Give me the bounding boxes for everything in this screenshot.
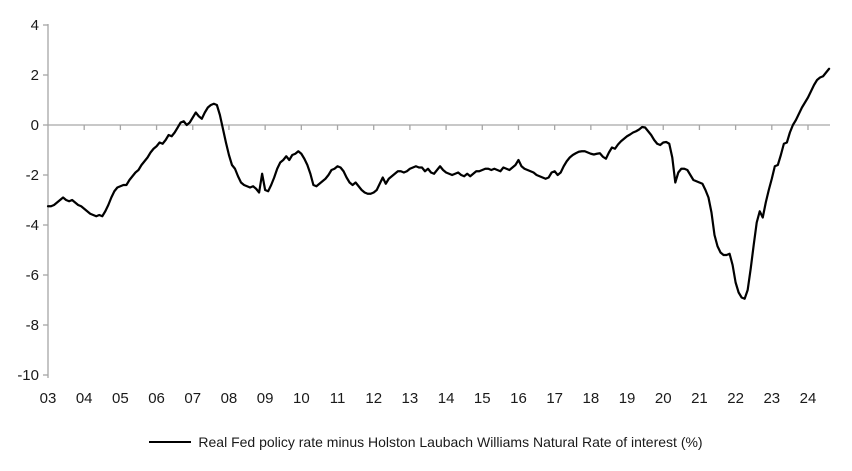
x-tick-label: 24 — [800, 390, 817, 407]
x-tick-label: 08 — [221, 390, 238, 407]
x-tick-label: 09 — [257, 390, 274, 407]
x-tick-label: 15 — [474, 390, 491, 407]
y-tick-label: -10 — [17, 367, 39, 384]
x-tick-label: 16 — [510, 390, 527, 407]
x-tick-label: 22 — [727, 390, 744, 407]
y-tick-label: 2 — [31, 67, 39, 84]
chart-legend: Real Fed policy rate minus Holston Lauba… — [0, 431, 852, 453]
x-tick-label: 17 — [546, 390, 563, 407]
x-tick-label: 11 — [330, 390, 346, 407]
y-tick-label: -4 — [26, 217, 39, 234]
x-tick-label: 05 — [112, 390, 129, 407]
y-tick-label: -8 — [26, 317, 39, 334]
y-tick-label: -6 — [26, 267, 39, 284]
x-tick-label: 10 — [293, 390, 310, 407]
x-tick-label: 13 — [402, 390, 419, 407]
y-tick-label: -2 — [26, 167, 39, 184]
x-tick-label: 23 — [763, 390, 780, 407]
x-tick-label: 06 — [148, 390, 165, 407]
series-line — [46, 67, 831, 300]
legend-label: Real Fed policy rate minus Holston Lauba… — [198, 434, 703, 450]
y-tick-label: 4 — [31, 17, 39, 34]
x-tick-label: 18 — [583, 390, 600, 407]
x-tick-label: 03 — [40, 390, 57, 407]
x-tick-label: 21 — [691, 390, 708, 407]
y-tick-label: 0 — [31, 117, 39, 134]
x-tick-label: 19 — [619, 390, 636, 407]
x-tick-label: 07 — [184, 390, 201, 407]
x-tick-label: 14 — [438, 390, 455, 407]
x-tick-label: 04 — [76, 390, 93, 407]
x-tick-label: 20 — [655, 390, 672, 407]
legend-line-sample — [149, 441, 192, 443]
x-tick-label: 12 — [365, 390, 382, 407]
